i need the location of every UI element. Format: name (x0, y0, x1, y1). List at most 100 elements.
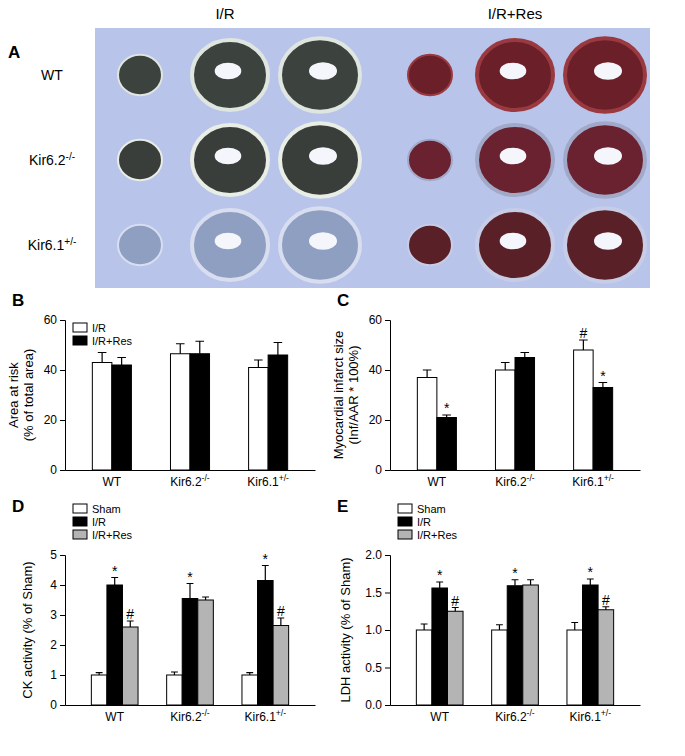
x-tick-label: Kir6.1+/- (569, 708, 611, 724)
x-tick-label: Kir6.2-/- (495, 473, 535, 489)
legend-swatch (398, 504, 412, 513)
y-tick-mark (60, 320, 65, 321)
bar (249, 368, 269, 471)
bar (447, 611, 463, 705)
error-bar (571, 623, 578, 631)
y-axis-title: LDH activity (% of Sham) (338, 557, 353, 702)
bar (167, 675, 183, 705)
legend-label: I/R (417, 516, 431, 528)
y-tick: 0 (375, 463, 390, 477)
y-tick-mark (60, 645, 65, 646)
text-part: Kir6.2 (495, 475, 527, 489)
ventricle-cavity (309, 62, 337, 80)
x-axis-line (391, 470, 641, 471)
y-tick-label: 0.5 (365, 661, 382, 675)
annotation: * (187, 569, 193, 585)
y-tick: 0 (50, 698, 65, 712)
y-tick-label: 0.0 (365, 698, 382, 712)
y-tick-mark (385, 370, 390, 371)
y-tick: 2.0 (365, 548, 390, 562)
x-tick-label: Kir6.1+/- (572, 473, 614, 489)
y-tick: 40 (44, 363, 65, 377)
error-bar (111, 578, 118, 586)
y-axis-title: Area at risk (6, 362, 21, 428)
error-bar (520, 353, 529, 358)
x-tick: Kir6.2-/- (495, 708, 535, 724)
text-part: Kir6.2 (170, 475, 202, 489)
y-tick: 1.5 (365, 586, 390, 600)
legend-label: I/R (92, 516, 106, 528)
error-bar (496, 625, 503, 630)
y-tick-mark (385, 668, 390, 669)
y-axis: 0.0 0.5 1.0 1.5 2.0 (365, 548, 390, 712)
y-tick-mark (385, 420, 390, 421)
bar (122, 627, 138, 705)
legend-item: I/R (73, 322, 106, 334)
chart: 0204060WTKir6.2-/-Kir6.1+/-Area at risk(… (6, 313, 316, 488)
x-tick: Kir6.1+/- (244, 708, 286, 724)
x-tick-label: Kir6.2-/- (495, 708, 535, 724)
y-tick-label: 1.0 (365, 623, 382, 637)
heart-slice (477, 210, 553, 280)
heart-slices (118, 38, 645, 282)
heart-slice (477, 40, 553, 110)
legend-swatch (73, 323, 87, 332)
panel-label: C (337, 291, 349, 310)
legend-item: I/R+Res (398, 529, 458, 541)
heart-slice (192, 210, 268, 280)
y-tick-label: 60 (44, 313, 58, 327)
y-tick-label: 1 (50, 668, 57, 682)
ventricle-cavity (309, 232, 337, 250)
panel-label: E (337, 497, 348, 516)
bar (437, 418, 457, 471)
x-axis: WTKir6.2-/-Kir6.1+/- (391, 471, 641, 489)
y-tick: 60 (44, 313, 65, 327)
x-axis: WTKir6.2-/-Kir6.1+/- (66, 706, 316, 724)
bar (593, 388, 613, 471)
x-tick-label: WT (103, 475, 122, 489)
x-tick: Kir6.1+/- (247, 473, 289, 489)
error-bar (187, 584, 194, 599)
y-tick-mark (385, 555, 390, 556)
bar (507, 586, 523, 705)
heart-slice (477, 125, 553, 195)
error-bar (501, 363, 510, 371)
heart-slice (192, 40, 268, 110)
legend-label: I/R (92, 322, 106, 334)
error-bar (96, 673, 103, 675)
y-tick: 0 (50, 463, 65, 477)
error-bar (423, 370, 432, 378)
annotation: * (588, 564, 594, 580)
x-tick-label: Kir6.1+/- (244, 708, 286, 724)
y-tick-mark (60, 705, 65, 706)
y-tick-mark (60, 585, 65, 586)
annotation: * (600, 368, 606, 384)
annotation: * (512, 565, 518, 581)
row-label: Kir6.1+/- (28, 236, 77, 253)
bar (417, 378, 437, 471)
y-tick-mark (385, 593, 390, 594)
y-tick-mark (385, 630, 390, 631)
x-tick: WT (105, 710, 124, 724)
x-axis: WTKir6.2-/-Kir6.1+/- (66, 471, 316, 489)
legend: ShamI/RI/R+Res (398, 503, 458, 541)
bar (598, 610, 614, 705)
legend-swatch (398, 517, 412, 526)
y-tick-label: 4 (50, 578, 57, 592)
y-tick: 3 (50, 608, 65, 622)
y-tick-label: 2 (50, 638, 57, 652)
y-tick: 0.0 (365, 698, 390, 712)
annotation: * (263, 551, 269, 567)
bar (574, 350, 594, 470)
annotation: # (126, 606, 134, 622)
panel-label: B (12, 291, 24, 310)
y-tick-mark (60, 615, 65, 616)
legend-swatch (73, 517, 87, 526)
figure: AI/RI/R+ResWTKir6.2-/-Kir6.1+/-0204060WT… (0, 0, 685, 756)
annotation: * (112, 563, 118, 579)
y-axis-line (385, 321, 391, 471)
annotation: # (451, 593, 459, 609)
y-tick: 0.5 (365, 661, 390, 675)
y-axis-line (385, 556, 391, 706)
panel-label: A (8, 43, 20, 62)
